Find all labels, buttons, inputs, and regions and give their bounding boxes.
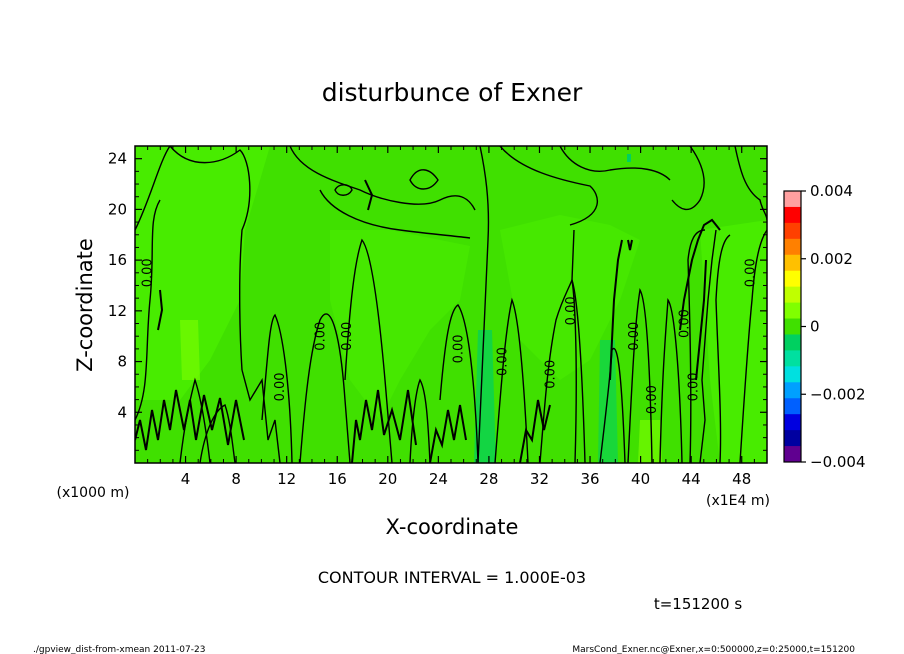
colorbar-swatch <box>784 446 801 463</box>
field-region <box>638 420 662 463</box>
colorbar-swatch <box>784 206 801 224</box>
field-layer <box>135 146 767 463</box>
y-tick-label: 20 <box>108 200 127 218</box>
colorbar-swatch <box>784 350 801 367</box>
colorbar-swatch <box>784 270 801 288</box>
x-axis-title: X-coordinate <box>386 515 519 539</box>
contour-label: 0.00 <box>678 309 693 338</box>
y-axis: 4 8 12 16 20 24 <box>108 150 767 451</box>
x-tick-label: 32 <box>530 470 549 488</box>
x-tick-label: 44 <box>682 470 701 488</box>
contour-label: 0.00 <box>544 360 559 389</box>
x-tick-label: 36 <box>580 470 599 488</box>
field-region <box>500 215 640 380</box>
colorbar-swatch <box>784 318 801 335</box>
contour-label: 0.00 <box>140 258 155 287</box>
colorbar-tick-label: −0.004 <box>810 453 866 471</box>
y-tick-label: 16 <box>108 251 127 269</box>
contour-label: 0.00 <box>273 372 288 401</box>
contour-label: 0.00 <box>496 347 511 376</box>
x-tick-label: 20 <box>378 470 397 488</box>
field-region <box>598 340 618 463</box>
colorbar-swatch <box>784 238 801 256</box>
colorbar-tick-label: 0.004 <box>810 182 853 200</box>
contour-label: 0.00 <box>743 258 758 287</box>
field-region <box>330 230 470 420</box>
field-region <box>135 146 270 400</box>
contour-label: 0.00 <box>645 385 660 414</box>
colorbar-swatch <box>784 222 801 240</box>
x-tick-label: 24 <box>429 470 448 488</box>
y-unit-label: (x1000 m) <box>57 485 130 501</box>
contour-label: 0.00 <box>314 322 329 351</box>
contour-label: 0.00 <box>451 334 466 363</box>
colorbar-swatch <box>784 430 801 447</box>
contour-lines <box>135 146 767 463</box>
contour-labels: 0.00 0.00 0.00 0.00 0.00 0.00 0.00 0.00 0.00 0.00… <box>140 258 758 414</box>
contour-interval-text: CONTOUR INTERVAL = 1.000E-03 <box>318 568 586 587</box>
y-tick-label: 4 <box>117 403 127 421</box>
colorbar: 0.004 0.002 0 −0.002 −0.004 <box>783 182 866 471</box>
colorbar-swatch <box>784 334 801 351</box>
colorbar-tick-label: 0 <box>810 318 820 336</box>
contour-label: 0.00 <box>564 296 579 325</box>
contour-label: 0.00 <box>627 322 642 351</box>
contour-label: 0.00 <box>686 372 701 401</box>
x-unit-label: (x1E4 m) <box>706 493 770 509</box>
colorbar-swatch <box>784 302 801 320</box>
y-axis-title: Z-coordinate <box>73 238 97 372</box>
footer-right: MarsCond_Exner.nc@Exner,x=0:500000,z=0:2… <box>572 645 855 654</box>
x-tick-label: 8 <box>231 470 241 488</box>
colorbar-swatch <box>784 191 801 208</box>
x-tick-label: 4 <box>181 470 191 488</box>
x-tick-label: 40 <box>631 470 650 488</box>
footer-left: ./gpview_dist-from-xmean 2011-07-23 <box>33 645 205 654</box>
y-tick-label: 8 <box>117 353 127 371</box>
x-axis: 4 8 12 16 20 24 28 32 36 40 44 48 <box>147 146 755 488</box>
colorbar-swatch <box>784 366 801 383</box>
colorbar-swatch <box>784 398 801 415</box>
chart-title: disturbunce of Exner <box>322 78 583 107</box>
field-region <box>180 320 200 380</box>
field-region <box>627 154 631 162</box>
time-text: t=151200 s <box>654 595 742 613</box>
x-tick-label: 28 <box>479 470 498 488</box>
y-tick-label: 24 <box>108 150 127 168</box>
x-tick-label: 48 <box>732 470 751 488</box>
contour-clusters <box>135 179 721 463</box>
x-tick-label: 12 <box>277 470 296 488</box>
x-tick-label: 16 <box>328 470 347 488</box>
colorbar-swatch <box>784 254 801 272</box>
y-tick-label: 12 <box>108 302 127 320</box>
colorbar-tick-label: 0.002 <box>810 250 853 268</box>
colorbar-swatch <box>784 382 801 399</box>
contour-label: 0.00 <box>340 322 355 351</box>
colorbar-tick-label: −0.002 <box>810 385 866 403</box>
colorbar-swatch <box>784 414 801 431</box>
colorbar-swatch <box>784 286 801 304</box>
